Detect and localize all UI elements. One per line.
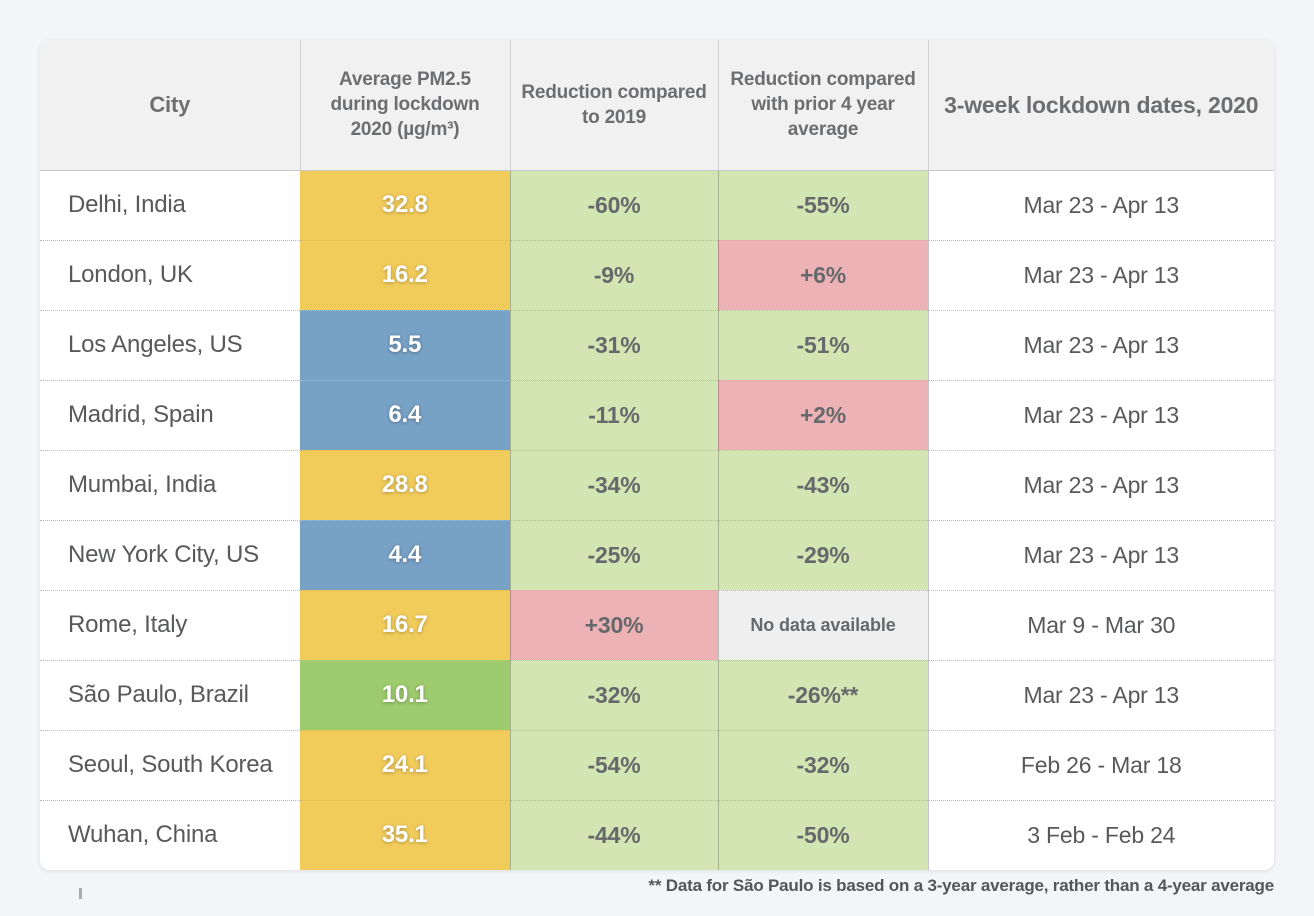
footnote: ** Data for São Paulo is based on a 3-ye… bbox=[648, 876, 1274, 895]
lockdown-dates-cell: Mar 23 - Apr 13 bbox=[927, 170, 1274, 240]
city-cell: Delhi, India bbox=[68, 191, 186, 218]
reduction-2019-cell: -9% bbox=[509, 239, 718, 310]
pm25-value-cell: 6.4 bbox=[300, 379, 510, 450]
table-row: Wuhan, China 35.1 -44% -50% 3 Feb - Feb 24 bbox=[40, 799, 1274, 870]
table-row: São Paulo, Brazil 10.1 -32% -26%** Mar 23 - … bbox=[40, 659, 1274, 730]
reduction-4yr-cell: +6% bbox=[717, 239, 928, 310]
table-row: Madrid, Spain 6.4 -11% +2% Mar 23 - Apr 13 bbox=[40, 379, 1274, 450]
pm25-value-cell: 16.7 bbox=[300, 589, 510, 660]
pm25-value-cell: 5.5 bbox=[300, 309, 510, 380]
reduction-2019-cell: -44% bbox=[509, 799, 718, 870]
column-header-reduction-4yr: Reduction compared with prior 4 year ave… bbox=[717, 40, 928, 171]
column-header-reduction-2019: Reduction compared to 2019 bbox=[509, 40, 718, 171]
table-row: Delhi, India 32.8 -60% -55% Mar 23 - Apr 13 bbox=[40, 170, 1274, 240]
city-cell: Madrid, Spain bbox=[40, 379, 300, 450]
reduction-2019-cell: -54% bbox=[509, 729, 718, 800]
reduction-4yr-cell: -29% bbox=[717, 519, 928, 590]
reduction-2019-cell: -11% bbox=[509, 379, 718, 450]
table-row: Rome, Italy 16.7 +30% No data available Mar … bbox=[40, 589, 1274, 660]
reduction-4yr-cell: -51% bbox=[717, 309, 928, 380]
table-row: London, UK 16.2 -9% +6% Mar 23 - Apr 13 bbox=[40, 239, 1274, 310]
city-cell: São Paulo, Brazil bbox=[40, 659, 300, 730]
header-row: City Average PM2.5 during lockdown 2020 … bbox=[40, 40, 1274, 171]
pm25-value-cell: 32.8 bbox=[300, 170, 510, 240]
table-row: Mumbai, India 28.8 -34% -43% Mar 23 - Apr 13 bbox=[40, 449, 1274, 520]
lockdown-dates-cell: Mar 23 - Apr 13 bbox=[927, 309, 1274, 380]
city-cell: Mumbai, India bbox=[40, 449, 300, 520]
pm25-value-cell: 16.2 bbox=[300, 239, 510, 310]
pm25-value-cell: 4.4 bbox=[300, 519, 510, 590]
lockdown-dates-cell: Mar 23 - Apr 13 bbox=[927, 449, 1274, 520]
reduction-2019-cell: -60% bbox=[509, 170, 718, 240]
reduction-2019-cell: +30% bbox=[509, 589, 718, 660]
reduction-2019-cell: -31% bbox=[509, 309, 718, 380]
table-body: Delhi, India 32.8 -60% -55% Mar 23 - Apr 13 L… bbox=[40, 170, 1274, 870]
lockdown-dates-cell: Mar 23 - Apr 13 bbox=[927, 519, 1274, 590]
reduction-4yr-cell: No data available bbox=[717, 589, 928, 660]
lockdown-dates-cell: Mar 23 - Apr 13 bbox=[927, 379, 1274, 450]
reduction-4yr-cell: -50% bbox=[717, 799, 928, 870]
reduction-4yr-cell: +2% bbox=[717, 379, 928, 450]
table-row: New York City, US 4.4 -25% -29% Mar 23 - Apr… bbox=[40, 519, 1274, 590]
city-cell: Rome, Italy bbox=[40, 589, 300, 660]
reduction-2019-cell: -25% bbox=[509, 519, 718, 590]
pm25-lockdown-table: City Average PM2.5 during lockdown 2020 … bbox=[40, 40, 1274, 870]
data-table-card: City Average PM2.5 during lockdown 2020 … bbox=[40, 40, 1274, 870]
column-header-lockdown-dates: 3-week lockdown dates, 2020 bbox=[927, 40, 1274, 171]
city-cell: New York City, US bbox=[40, 519, 300, 590]
lockdown-dates-cell: Feb 26 - Mar 18 bbox=[927, 729, 1274, 800]
reduction-2019-cell: -34% bbox=[509, 449, 718, 520]
reduction-2019-cell: -32% bbox=[509, 659, 718, 730]
table-row: Seoul, South Korea 24.1 -54% -32% Feb 26 - M… bbox=[40, 729, 1274, 800]
lockdown-dates-cell: Mar 9 - Mar 30 bbox=[927, 589, 1274, 660]
column-header-city: City bbox=[40, 40, 300, 171]
pm25-value-cell: 24.1 bbox=[300, 729, 510, 800]
lockdown-dates-cell: Mar 23 - Apr 13 bbox=[927, 239, 1274, 310]
reduction-4yr-cell: -26%** bbox=[717, 659, 928, 730]
lockdown-dates-cell: 3 Feb - Feb 24 bbox=[927, 799, 1274, 870]
reduction-4yr-cell: -32% bbox=[717, 729, 928, 800]
city-cell: Wuhan, China bbox=[40, 799, 300, 870]
reduction-4yr-cell: -55% bbox=[717, 170, 928, 240]
pm25-value-cell: 35.1 bbox=[300, 799, 510, 870]
column-header-average-pm25: Average PM2.5 during lockdown 2020 (µg/m… bbox=[299, 40, 510, 171]
reduction-4yr-cell: -43% bbox=[717, 449, 928, 520]
pm25-value-cell: 10.1 bbox=[300, 659, 510, 730]
city-cell: London, UK bbox=[40, 239, 300, 310]
lockdown-dates-cell: Mar 23 - Apr 13 bbox=[927, 659, 1274, 730]
city-cell: Seoul, South Korea bbox=[40, 729, 300, 800]
city-cell: Los Angeles, US bbox=[40, 309, 300, 380]
text-cursor-artifact bbox=[79, 888, 82, 899]
pm25-value-cell: 28.8 bbox=[300, 449, 510, 520]
table-row: Los Angeles, US 5.5 -31% -51% Mar 23 - Apr 1… bbox=[40, 309, 1274, 380]
